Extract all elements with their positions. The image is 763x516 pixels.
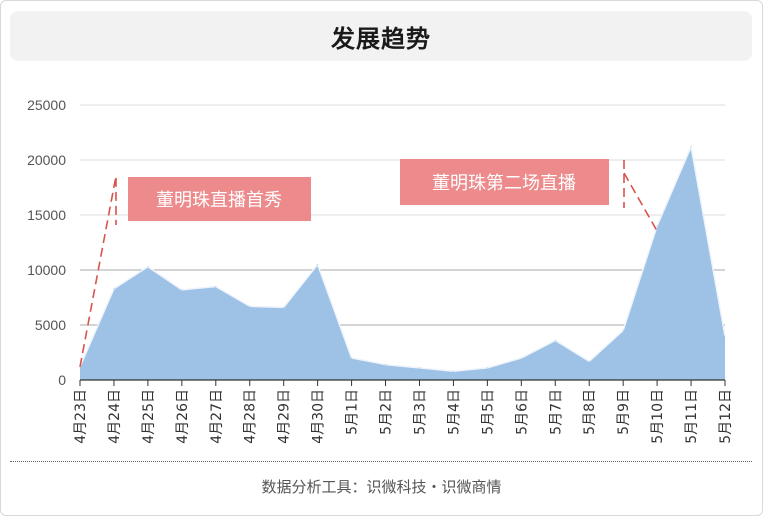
- y-tick-label: 25000: [27, 97, 66, 113]
- x-tick-label: 4月24日: [107, 389, 123, 444]
- data-point: [690, 146, 692, 148]
- data-point: [351, 357, 353, 359]
- x-tick-label: 5月6日: [514, 389, 530, 435]
- data-point: [113, 288, 115, 290]
- data-point: [656, 225, 658, 227]
- area-series-line: [79, 144, 726, 372]
- x-tick-label: 5月2日: [379, 389, 395, 435]
- x-tick-label: 4月23日: [73, 389, 89, 444]
- data-point: [181, 289, 183, 291]
- data-point: [452, 370, 454, 372]
- annotation-label: 董明珠直播首秀: [156, 190, 282, 211]
- footer-divider: [10, 461, 752, 462]
- x-tick-label: 4月28日: [243, 389, 259, 444]
- data-point: [283, 306, 285, 308]
- x-tick-label: 5月5日: [480, 389, 496, 435]
- y-tick-label: 20000: [27, 152, 66, 168]
- annotation-leader-line: [623, 160, 658, 232]
- data-point: [385, 364, 387, 366]
- annotation-box: [400, 159, 609, 205]
- data-point: [724, 335, 726, 337]
- y-tick-label: 10000: [27, 262, 66, 278]
- data-point: [588, 360, 590, 362]
- annotation-label: 董明珠第二场直播: [432, 173, 576, 194]
- x-tick-label: 5月11日: [684, 389, 700, 444]
- footer-credit: 数据分析工具：识微科技・识微商情: [261, 478, 502, 496]
- y-tick-label: 0: [58, 372, 66, 388]
- data-point: [554, 339, 556, 341]
- x-tick-label: 4月27日: [209, 389, 225, 444]
- x-tick-label: 4月26日: [175, 389, 191, 444]
- data-point: [249, 305, 251, 307]
- data-point: [317, 264, 319, 265]
- title-bar: 发展趋势: [10, 11, 752, 61]
- x-tick-label: 5月8日: [582, 389, 598, 435]
- x-tick-label: 5月12日: [718, 389, 734, 444]
- data-point: [418, 367, 420, 369]
- data-point: [622, 330, 624, 331]
- x-tick-label: 4月25日: [141, 389, 157, 444]
- x-tick-label: 5月1日: [345, 389, 361, 435]
- chart-title: 发展趋势: [331, 24, 431, 53]
- area-series: [80, 146, 725, 380]
- y-tick-label: 15000: [27, 207, 66, 223]
- data-point: [215, 286, 217, 287]
- data-point: [486, 367, 488, 369]
- x-tick-label: 5月7日: [548, 389, 564, 435]
- x-tick-label: 4月29日: [277, 389, 293, 444]
- data-point: [520, 357, 522, 359]
- x-tick-label: 4月30日: [311, 389, 327, 444]
- x-tick-label: 5月4日: [446, 389, 462, 435]
- data-point: [147, 266, 149, 268]
- x-tick-label: 5月3日: [412, 389, 428, 435]
- x-tick-label: 5月10日: [650, 389, 666, 444]
- y-tick-label: 5000: [35, 317, 66, 333]
- annotation-leader-line: [79, 175, 117, 367]
- annotation-box: [128, 177, 311, 221]
- x-tick-label: 5月9日: [616, 389, 632, 435]
